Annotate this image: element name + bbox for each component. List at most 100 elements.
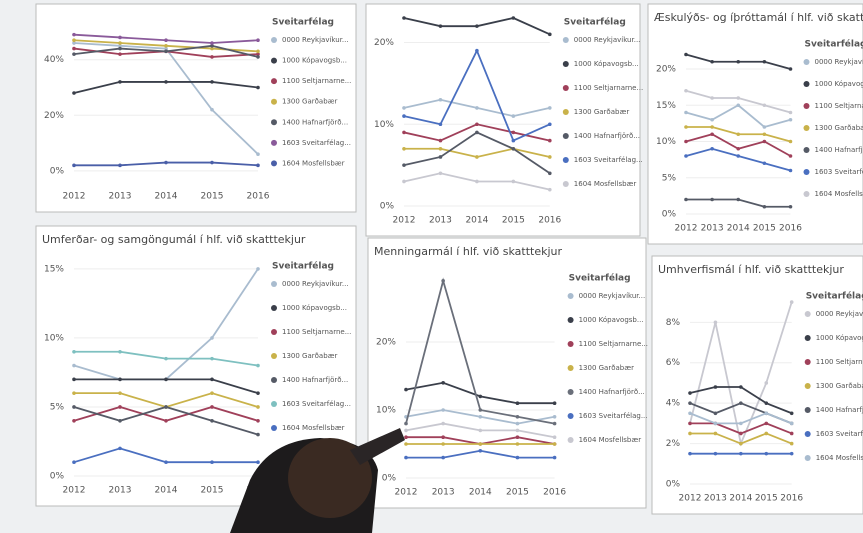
data-point bbox=[72, 349, 76, 354]
legend-marker bbox=[804, 359, 811, 365]
legend-label: 1604 Mosfellsbær bbox=[282, 159, 345, 167]
data-point bbox=[515, 455, 520, 460]
data-point bbox=[788, 139, 793, 144]
data-point bbox=[210, 107, 214, 112]
y-tick-label: 20% bbox=[376, 338, 396, 348]
legend-marker bbox=[562, 61, 569, 67]
y-tick-label: 5% bbox=[662, 173, 677, 183]
x-tick-label: 2013 bbox=[109, 486, 132, 496]
legend-label: 1100 Seltjarnarne... bbox=[815, 102, 863, 110]
data-point bbox=[118, 41, 122, 45]
data-point bbox=[72, 391, 76, 395]
data-point bbox=[739, 385, 743, 389]
data-point bbox=[256, 55, 260, 59]
data-point bbox=[684, 110, 688, 115]
data-point bbox=[515, 442, 520, 446]
legend-label: 1603 Sveitarfélag... bbox=[816, 430, 863, 438]
data-point bbox=[210, 336, 214, 340]
legend-marker bbox=[567, 413, 574, 419]
legend-marker bbox=[804, 431, 811, 437]
person-head bbox=[288, 438, 372, 518]
legend-label: 0000 Reykjavíkur... bbox=[574, 36, 641, 44]
legend-title: Sveitarfélag bbox=[564, 17, 626, 28]
data-point bbox=[438, 155, 443, 159]
data-point bbox=[438, 122, 443, 127]
data-point bbox=[164, 80, 168, 84]
data-point bbox=[684, 154, 688, 158]
data-point bbox=[478, 428, 483, 433]
data-point bbox=[688, 411, 692, 416]
x-tick-label: 2015 bbox=[502, 216, 525, 226]
y-tick-label: 8% bbox=[666, 318, 681, 328]
data-point bbox=[688, 431, 692, 436]
data-point bbox=[402, 130, 406, 135]
legend-label: 1400 Hafnarfjörð... bbox=[282, 118, 348, 126]
data-point bbox=[762, 139, 767, 144]
data-point bbox=[762, 204, 767, 209]
legend-label: 1000 Kópavogsb... bbox=[282, 57, 347, 65]
data-point bbox=[475, 48, 479, 53]
legend-label: 1603 Sveitarfélag... bbox=[282, 400, 351, 408]
data-point bbox=[515, 428, 520, 433]
legend-marker bbox=[562, 109, 569, 115]
data-point bbox=[713, 431, 718, 436]
data-point bbox=[256, 432, 260, 437]
data-point bbox=[713, 421, 718, 426]
legend-label: 1604 Mosfellsbær bbox=[282, 424, 345, 432]
legend-marker bbox=[804, 383, 811, 389]
data-point bbox=[72, 363, 76, 368]
x-tick-label: 2013 bbox=[109, 192, 132, 202]
legend-marker bbox=[271, 353, 277, 359]
data-point bbox=[788, 204, 793, 209]
y-tick-label: 4% bbox=[666, 399, 681, 409]
data-point bbox=[256, 460, 260, 464]
y-tick-label: 15% bbox=[44, 264, 64, 274]
legend-marker bbox=[803, 125, 810, 131]
data-point bbox=[552, 421, 557, 426]
data-point bbox=[552, 415, 557, 419]
legend-marker bbox=[271, 305, 277, 311]
legend-label: 1100 Seltjarnarne... bbox=[282, 328, 351, 336]
data-point bbox=[548, 122, 552, 127]
data-point bbox=[789, 411, 794, 416]
y-tick-label: 2% bbox=[666, 439, 681, 449]
data-point bbox=[402, 106, 406, 110]
data-point bbox=[210, 460, 214, 464]
x-tick-label: 2014 bbox=[465, 216, 488, 226]
legend-title: Sveitarfélag bbox=[806, 291, 863, 302]
legend-label: 1000 Kópavogsb... bbox=[574, 60, 639, 68]
data-point bbox=[404, 428, 408, 433]
legend-label: 1400 Hafnarfjörð... bbox=[815, 146, 863, 154]
data-point bbox=[256, 391, 260, 395]
legend-label: 1000 Kópavogsb... bbox=[815, 80, 863, 88]
legend-label: 1400 Hafnarfjörð... bbox=[574, 132, 640, 140]
data-point bbox=[441, 279, 445, 283]
legend-marker bbox=[567, 293, 574, 299]
chart-title: Umhverfismál í hlf. við skatttekjur bbox=[658, 263, 844, 276]
legend-marker bbox=[804, 335, 811, 341]
legend-marker bbox=[271, 377, 277, 383]
data-point bbox=[164, 38, 168, 43]
y-tick-label: 6% bbox=[666, 358, 681, 368]
legend-label: 1603 Sveitarfélag... bbox=[815, 168, 863, 176]
x-tick-label: 2015 bbox=[755, 494, 778, 504]
data-point bbox=[788, 168, 793, 173]
legend-marker bbox=[271, 119, 277, 126]
legend-marker bbox=[562, 133, 569, 139]
x-tick-label: 2016 bbox=[779, 224, 802, 234]
data-point bbox=[548, 32, 552, 37]
data-point bbox=[710, 132, 714, 137]
legend-label: 1000 Kópavogsb... bbox=[579, 316, 644, 324]
legend-label: 0000 Reykjavíkur... bbox=[282, 280, 349, 288]
x-tick-label: 2015 bbox=[506, 488, 529, 498]
data-point bbox=[789, 300, 794, 304]
x-tick-label: 2012 bbox=[679, 494, 702, 504]
data-point bbox=[478, 449, 483, 453]
data-point bbox=[762, 132, 767, 137]
data-point bbox=[402, 179, 406, 184]
x-tick-label: 2014 bbox=[155, 486, 178, 496]
data-point bbox=[210, 55, 214, 59]
data-point bbox=[478, 394, 483, 399]
chart-title: Umferðar- og samgöngumál í hlf. við skat… bbox=[42, 233, 306, 246]
data-point bbox=[684, 125, 688, 129]
